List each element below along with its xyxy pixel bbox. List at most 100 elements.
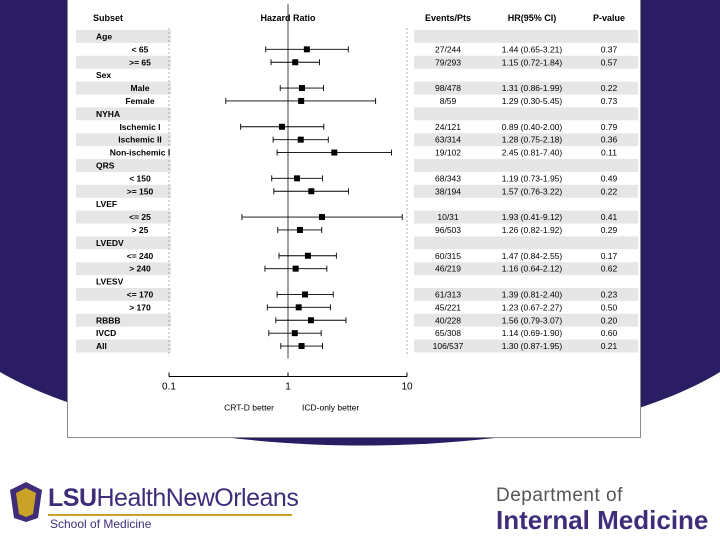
x-tick-label: 10: [401, 382, 413, 393]
hr-point: [318, 214, 325, 221]
row-band-label: [76, 236, 171, 250]
logo-lsu-text: LSU: [48, 484, 97, 512]
hr-point: [278, 123, 285, 130]
row-band-stats: [414, 210, 638, 224]
subgroup-label: < 65: [132, 44, 149, 54]
subgroup-label: <= 25: [129, 212, 151, 222]
subgroup-label: >= 150: [127, 186, 154, 196]
p-value: 0.57: [601, 57, 618, 67]
forest-plot: Subset Hazard Ratio Events/Pts HR(95% CI) P-…: [76, 4, 638, 413]
header-events: Events/Pts: [425, 13, 471, 23]
p-value: 0.62: [601, 264, 618, 274]
row-band-stats: [414, 133, 638, 147]
p-value: 0.79: [601, 122, 618, 132]
row-band-stats: [414, 81, 638, 95]
p-value: 0.36: [601, 135, 618, 145]
p-value: 0.22: [601, 83, 618, 93]
forest-plot-panel: Subset Hazard Ratio Events/Pts HR(95% CI) P-…: [67, 0, 641, 438]
row-band-stats: [414, 55, 638, 69]
events-value: 98/478: [435, 83, 461, 93]
events-value: 96/503: [435, 225, 461, 235]
hr-point: [298, 85, 305, 92]
hr-point: [291, 330, 298, 337]
hr-point: [292, 59, 299, 66]
hr-point: [302, 291, 309, 298]
group-label: LVEDV: [96, 238, 124, 248]
subgroup-label: <= 170: [127, 289, 154, 299]
row-band-label: [76, 133, 171, 147]
row-band-stats: [414, 159, 638, 172]
row-band-label: [76, 288, 171, 301]
events-value: 8/59: [440, 96, 457, 106]
row-band-stats: [414, 313, 638, 327]
row-band-stats: [414, 262, 638, 276]
hr-ci-value: 1.57 (0.76-3.22): [502, 186, 563, 196]
hr-point: [298, 97, 305, 104]
hr-ci-value: 2.45 (0.81-7.40): [502, 148, 563, 158]
hr-ci-value: 1.31 (0.86-1.99): [502, 83, 563, 93]
events-value: 68/343: [435, 173, 461, 183]
row-band-label: [76, 55, 171, 69]
hr-ci-value: 1.29 (0.30-5.45): [502, 96, 563, 106]
subgroup-label: >= 65: [129, 57, 151, 67]
hr-ci-value: 1.47 (0.84-2.55): [502, 251, 563, 261]
events-value: 106/537: [433, 341, 464, 351]
hr-point: [292, 265, 299, 272]
events-value: 61/313: [435, 289, 461, 299]
p-value: 0.49: [601, 173, 618, 183]
p-value: 0.60: [601, 328, 618, 338]
hr-ci-value: 1.28 (0.75-2.18): [502, 135, 563, 145]
hr-point: [296, 226, 303, 233]
group-label: LVEF: [96, 199, 117, 209]
p-value: 0.22: [601, 186, 618, 196]
subgroup-label: All: [96, 341, 107, 351]
subgroup-label: < 150: [129, 173, 151, 183]
hr-point: [331, 149, 338, 156]
hr-point: [307, 317, 314, 324]
subgroup-label: > 240: [129, 264, 151, 274]
footnote-crt-d: CRT-D better: [224, 403, 274, 413]
header-subset: Subset: [93, 13, 123, 23]
events-value: 10/31: [437, 212, 459, 222]
hr-ci-value: 1.14 (0.69-1.90): [502, 328, 563, 338]
row-band-label: [76, 184, 171, 198]
hr-point: [304, 252, 311, 259]
hr-ci-value: 1.19 (0.73-1.95): [502, 173, 563, 183]
hr-ci-value: 1.93 (0.41-9.12): [502, 212, 563, 222]
row-band-label: [76, 159, 171, 172]
hr-ci-value: 1.26 (0.82-1.92): [502, 225, 563, 235]
events-value: 65/308: [435, 328, 461, 338]
group-label: QRS: [96, 160, 115, 170]
hr-ci-value: 1.44 (0.65-3.21): [502, 44, 563, 54]
hr-point: [298, 343, 305, 350]
logo-health-text: HealthNewOrleans: [96, 484, 299, 512]
p-value: 0.41: [601, 212, 618, 222]
row-band-stats: [414, 236, 638, 250]
x-tick-label: 0.1: [162, 382, 176, 393]
subgroup-label: Male: [131, 83, 150, 93]
events-value: 27/244: [435, 44, 461, 54]
department-name: Internal Medicine: [496, 505, 709, 535]
hr-point: [308, 188, 315, 195]
subgroup-label: > 25: [132, 225, 149, 235]
footnote-icd-only: ICD-only better: [302, 403, 359, 413]
events-value: 63/314: [435, 135, 461, 145]
logo-gold-rule: [48, 514, 292, 516]
logo-school-text: School of Medicine: [50, 517, 152, 531]
subgroup-label: Female: [125, 96, 155, 106]
row-band-label: [76, 262, 171, 276]
row-band-label: [76, 339, 171, 353]
hr-point: [295, 304, 302, 311]
x-tick-label: 1: [285, 382, 291, 393]
hr-ci-value: 1.56 (0.79-3.07): [502, 315, 563, 325]
row-band-stats: [414, 107, 638, 121]
subgroup-label: IVCD: [96, 328, 116, 338]
p-value: 0.17: [601, 251, 618, 261]
p-value: 0.20: [601, 315, 618, 325]
group-label: NYHA: [96, 109, 120, 119]
p-value: 0.73: [601, 96, 618, 106]
subgroup-label: <= 240: [127, 251, 154, 261]
subgroup-label: Ischemic I: [119, 122, 160, 132]
row-band-label: [76, 81, 171, 95]
events-value: 24/121: [435, 122, 461, 132]
